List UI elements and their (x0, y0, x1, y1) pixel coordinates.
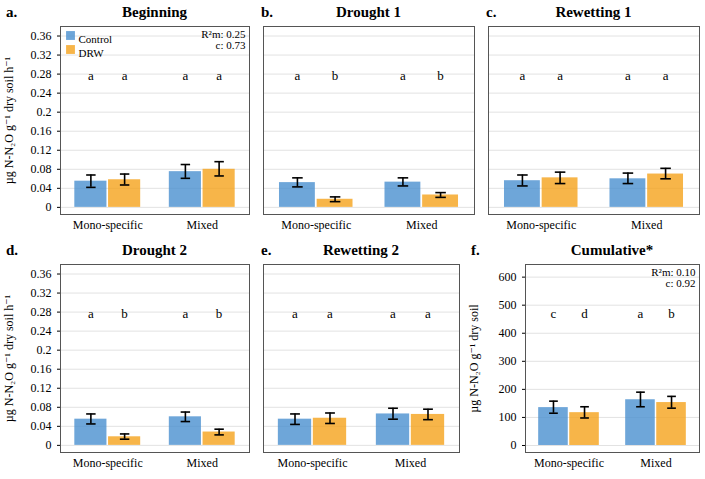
svg-text:0.16: 0.16 (31, 124, 52, 138)
svg-text:0: 0 (46, 438, 52, 452)
svg-text:Mono-specific: Mono-specific (73, 456, 143, 470)
svg-text:Mixed: Mixed (187, 218, 218, 232)
svg-text:b: b (216, 306, 223, 321)
svg-text:a: a (295, 68, 301, 83)
svg-text:0.2: 0.2 (37, 343, 52, 357)
svg-text:Mono-specific: Mono-specific (506, 218, 576, 232)
svg-text:Mono-specific: Mono-specific (281, 218, 351, 232)
svg-text:b: b (332, 68, 339, 83)
html-text:Beginning: Beginning (122, 4, 187, 20)
svg-text:a: a (400, 68, 406, 83)
html-text:e.: e. (261, 242, 272, 258)
svg-text:0.04: 0.04 (31, 181, 52, 195)
html-text:Rewetting 1: Rewetting 1 (555, 4, 632, 20)
svg-text:a: a (425, 306, 431, 321)
svg-text:a: a (122, 68, 128, 83)
svg-text:DRW: DRW (79, 47, 105, 59)
svg-text:a: a (390, 306, 396, 321)
svg-text:200: 200 (499, 382, 517, 396)
svg-text:a: a (88, 306, 94, 321)
svg-text:0.2: 0.2 (37, 105, 52, 119)
svg-text:Mixed: Mixed (631, 218, 662, 232)
html-text:a.: a. (6, 4, 18, 20)
svg-text:Control: Control (79, 33, 113, 45)
svg-text:400: 400 (499, 326, 517, 340)
svg-text:0.24: 0.24 (31, 324, 52, 338)
svg-text:Mixed: Mixed (187, 456, 218, 470)
svg-text:0.12: 0.12 (31, 143, 52, 157)
html-text:c.: c. (486, 4, 497, 20)
svg-text:a: a (216, 68, 222, 83)
html-text:f.: f. (471, 242, 480, 258)
svg-text:Mixed: Mixed (640, 456, 671, 470)
svg-text:µg N-N₂O g⁻¹ dry soil h⁻¹: µg N-N₂O g⁻¹ dry soil h⁻¹ (2, 294, 16, 422)
svg-text:Mono-specific: Mono-specific (73, 218, 143, 232)
svg-text:a: a (520, 68, 526, 83)
svg-text:Mixed: Mixed (395, 456, 426, 470)
svg-text:a: a (625, 68, 631, 83)
svg-text:0.32: 0.32 (31, 286, 52, 300)
svg-text:0.12: 0.12 (31, 381, 52, 395)
svg-text:0.08: 0.08 (31, 400, 52, 414)
svg-text:0.36: 0.36 (31, 29, 52, 43)
svg-text:0: 0 (511, 438, 517, 452)
svg-text:a: a (182, 68, 188, 83)
svg-text:a: a (638, 306, 644, 321)
svg-text:100: 100 (499, 410, 517, 424)
html-text:Drought 1: Drought 1 (335, 4, 402, 20)
svg-text:300: 300 (499, 354, 517, 368)
svg-text:a: a (663, 68, 669, 83)
svg-text:0: 0 (46, 200, 52, 214)
html-text:d.: d. (6, 242, 19, 258)
svg-text:0.04: 0.04 (31, 419, 52, 433)
html-text:Rewetting 2: Rewetting 2 (322, 242, 400, 258)
svg-text:0.28: 0.28 (31, 305, 52, 319)
svg-text:R²m: 0.25c: 0.73: R²m: 0.25c: 0.73 (201, 28, 246, 51)
html-text:Drought 2: Drought 2 (121, 242, 188, 258)
svg-text:a: a (557, 68, 563, 83)
svg-text:b: b (121, 306, 128, 321)
svg-text:0.08: 0.08 (31, 162, 52, 176)
svg-text:µg N-N₂O g⁻¹ dry soil: µg N-N₂O g⁻¹ dry soil (467, 304, 481, 413)
svg-text:Mixed: Mixed (406, 218, 437, 232)
svg-text:µg N-N₂O g⁻¹ dry soil h⁻¹: µg N-N₂O g⁻¹ dry soil h⁻¹ (2, 56, 16, 184)
svg-text:R²m: 0.10c: 0.92: R²m: 0.10c: 0.92 (651, 266, 696, 289)
svg-text:0.36: 0.36 (31, 267, 52, 281)
svg-text:600: 600 (499, 270, 517, 284)
svg-text:0.28: 0.28 (31, 67, 52, 81)
svg-text:a: a (292, 306, 298, 321)
svg-text:b: b (668, 306, 675, 321)
svg-text:a: a (327, 306, 333, 321)
html-text:b.: b. (261, 4, 274, 20)
svg-text:Mono-specific: Mono-specific (278, 456, 348, 470)
svg-text:Mono-specific: Mono-specific (534, 456, 604, 470)
html-text:Cumulative*: Cumulative* (570, 242, 654, 258)
svg-text:b: b (437, 68, 444, 83)
svg-text:0.24: 0.24 (31, 86, 52, 100)
svg-text:c: c (551, 306, 557, 321)
svg-text:0.32: 0.32 (31, 48, 52, 62)
svg-text:d: d (581, 306, 588, 321)
svg-text:0.16: 0.16 (31, 362, 52, 376)
svg-text:a: a (182, 306, 188, 321)
svg-text:500: 500 (499, 298, 517, 312)
svg-text:a: a (88, 68, 94, 83)
